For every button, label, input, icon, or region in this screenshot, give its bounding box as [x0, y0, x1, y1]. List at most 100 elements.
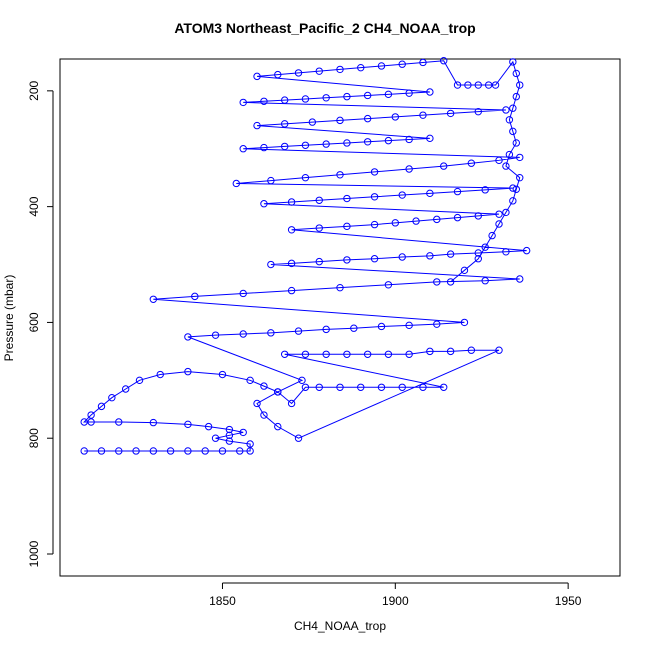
data-point: [357, 63, 365, 72]
data-point: [280, 142, 289, 151]
data-point: [343, 139, 351, 147]
data-point: [301, 173, 310, 182]
data-point: [115, 447, 123, 455]
data-point: [509, 104, 517, 112]
data-point: [280, 96, 289, 104]
data-point: [502, 248, 510, 256]
data-point: [294, 434, 303, 442]
data-point: [87, 418, 95, 426]
data-point: [260, 382, 268, 390]
data-point: [405, 321, 413, 330]
data-point: [343, 92, 351, 101]
data-point: [166, 447, 175, 455]
x-axis: 1850 1900 1950: [209, 582, 582, 608]
data-point: [419, 383, 427, 391]
data-point: [474, 81, 482, 89]
data-point: [260, 200, 268, 208]
data-point: [474, 255, 482, 263]
data-point: [370, 255, 379, 263]
data-point: [433, 278, 441, 286]
data-point: [391, 219, 400, 227]
data-point: [426, 347, 434, 356]
data-point: [80, 447, 88, 455]
data-point: [446, 250, 455, 258]
data-point: [267, 329, 275, 337]
data-point: [225, 437, 234, 445]
data-point: [384, 136, 393, 145]
data-point: [350, 324, 358, 332]
data-point: [509, 58, 517, 66]
data-point: [246, 440, 254, 448]
y-tick-label: 600: [27, 312, 41, 332]
data-point: [336, 383, 344, 391]
data-point: [253, 399, 261, 408]
data-point: [495, 156, 503, 165]
data-point: [336, 116, 344, 125]
data-point: [315, 383, 323, 391]
data-point: [336, 65, 344, 74]
data-point: [426, 88, 434, 96]
data-point: [225, 425, 234, 434]
data-point: [267, 176, 275, 185]
data-point: [398, 191, 406, 199]
data-point: [97, 447, 106, 455]
data-point: [405, 165, 413, 173]
data-point: [156, 370, 164, 379]
data-point: [433, 320, 441, 328]
data-point: [149, 418, 158, 427]
data-point: [218, 370, 227, 379]
data-point: [232, 179, 240, 188]
data-point: [274, 388, 282, 396]
data-point: [343, 256, 351, 264]
data-point: [322, 140, 330, 148]
data-point: [211, 331, 220, 339]
data-point: [398, 60, 406, 68]
data-point: [516, 173, 524, 182]
x-axis-label: CH4_NOAA_trop: [293, 619, 387, 633]
data-point: [115, 418, 123, 426]
plot-frame: [59, 58, 621, 577]
data-point: [87, 411, 95, 419]
data-point: [453, 187, 462, 196]
x-tick-label: 1850: [209, 594, 236, 608]
data-point: [184, 420, 192, 429]
data-point: [260, 143, 268, 152]
data-point: [398, 253, 406, 261]
data-point: [253, 121, 261, 130]
data-point: [184, 447, 192, 455]
data-point: [405, 350, 413, 358]
data-point: [201, 447, 209, 455]
data-point: [495, 346, 503, 354]
data-point: [446, 278, 455, 286]
data-point: [440, 57, 448, 65]
data-point: [516, 153, 524, 162]
data-point: [419, 58, 427, 67]
data-point: [149, 447, 158, 455]
data-point: [384, 90, 393, 99]
data-point: [460, 318, 469, 327]
data-point: [363, 91, 372, 100]
data-point: [308, 118, 317, 126]
data-point: [149, 295, 158, 303]
data-point: [294, 327, 303, 335]
data-point: [370, 220, 379, 229]
data-point: [80, 418, 88, 426]
data-point: [502, 208, 510, 217]
data-point: [322, 325, 330, 334]
y-tick-label: 200: [27, 81, 41, 101]
data-point: [357, 383, 365, 391]
data-point: [301, 350, 310, 358]
data-point: [225, 431, 234, 440]
data-point: [322, 94, 330, 102]
data-point: [370, 193, 379, 201]
data-point: [464, 81, 472, 89]
data-point: [363, 114, 372, 123]
data-point: [315, 224, 323, 232]
y-axis: 200 400 600 800 1000: [27, 81, 54, 567]
data-point: [132, 447, 140, 455]
data-point: [343, 350, 351, 358]
data-point: [398, 383, 406, 391]
data-point: [512, 185, 520, 193]
data-point: [426, 252, 434, 260]
data-point: [512, 92, 520, 101]
